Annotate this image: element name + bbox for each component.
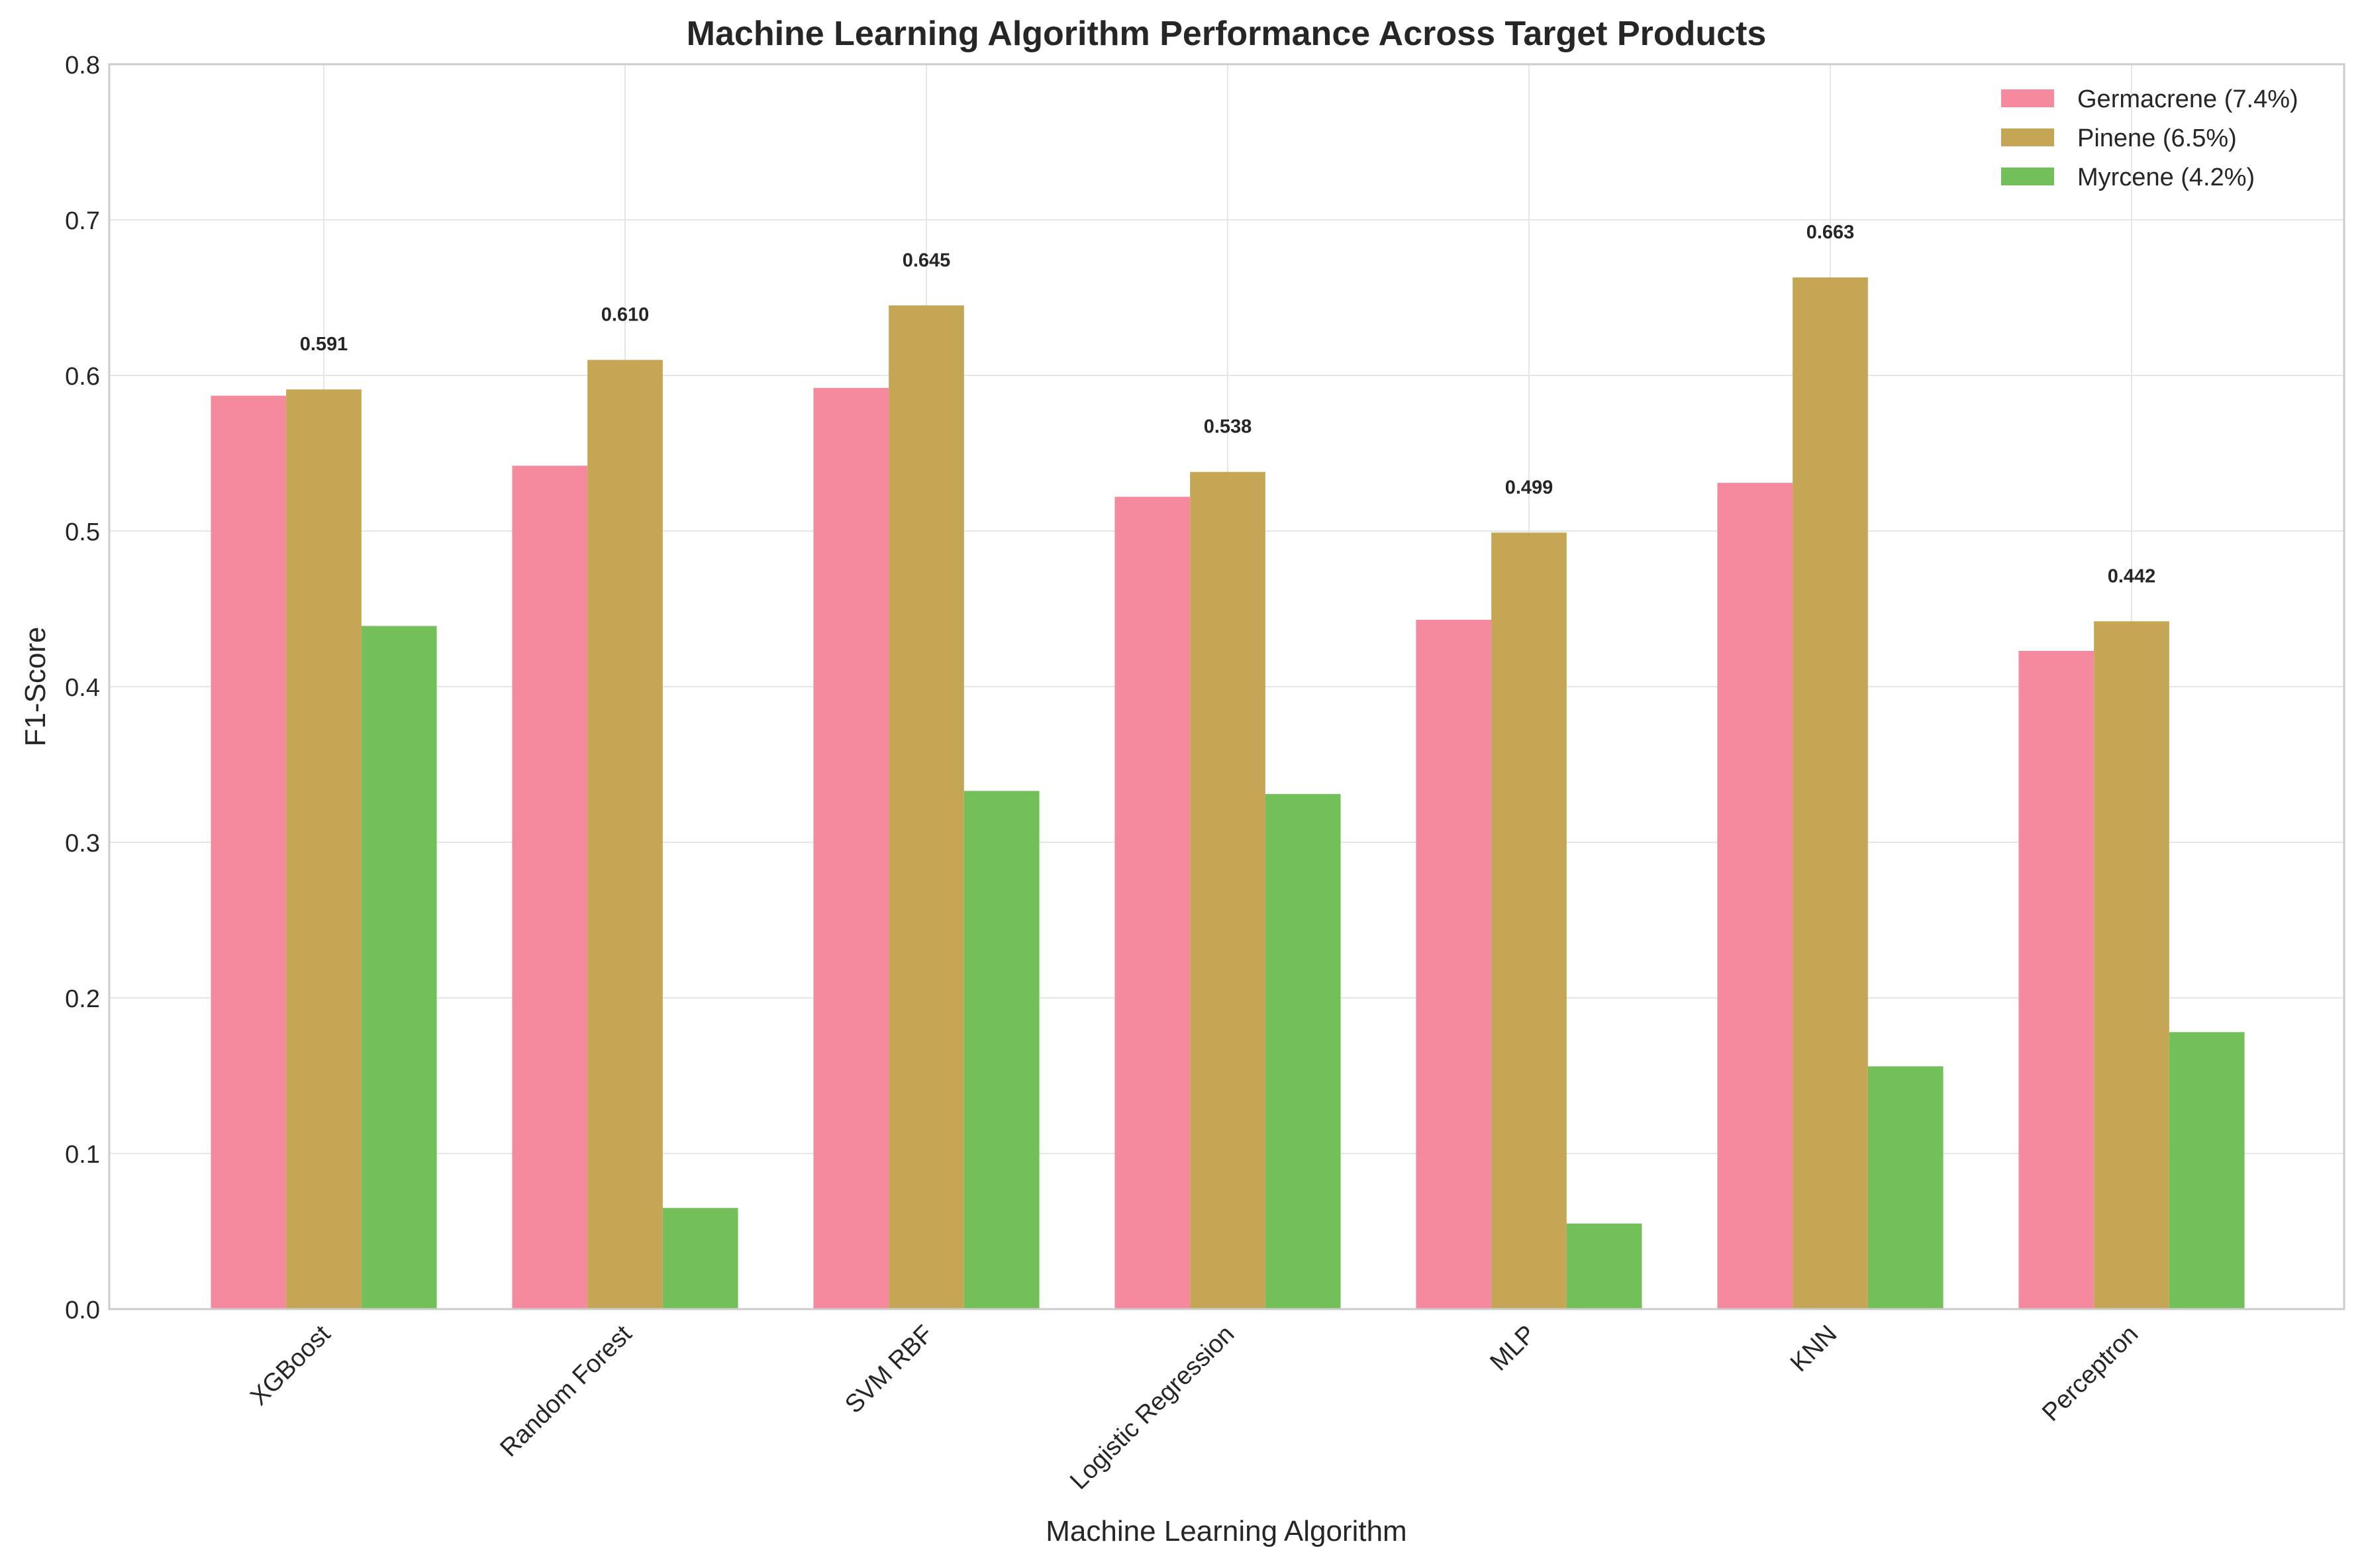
legend-label: Myrcene (4.2%)	[2077, 164, 2255, 191]
bar	[512, 466, 588, 1309]
data-label: 0.538	[1204, 416, 1252, 438]
bar	[211, 395, 287, 1309]
bar	[1416, 619, 1492, 1310]
y-tick-label: 0.5	[65, 518, 100, 546]
y-tick-label: 0.8	[65, 52, 100, 79]
bar	[587, 360, 663, 1309]
bar	[1114, 497, 1191, 1309]
bar	[2094, 621, 2169, 1309]
bar	[1190, 471, 1265, 1310]
bar	[1867, 1066, 1944, 1309]
data-labels: 0.591 0.610 0.645 0.538 0.499 0.663 0.442	[300, 222, 2156, 587]
plot-area-frame	[108, 63, 2345, 1310]
y-tick-label: 0.7	[65, 207, 100, 235]
bar	[1491, 532, 1567, 1309]
data-label: 0.499	[1505, 477, 1553, 498]
data-label: 0.442	[2108, 565, 2156, 587]
bar	[813, 387, 889, 1309]
legend-swatch	[2001, 89, 2054, 107]
bar	[2169, 1032, 2245, 1309]
legend-swatch	[2001, 168, 2054, 185]
bar	[889, 305, 964, 1309]
x-axis-label: Machine Learning Algorithm	[1046, 1515, 1406, 1547]
chart-title: Machine Learning Algorithm Performance A…	[687, 15, 1767, 53]
bar	[361, 626, 437, 1309]
data-label: 0.645	[903, 250, 951, 271]
legend: Germacrene (7.4%) Pinene (6.5%) Myrcene (4…	[2001, 85, 2298, 191]
y-tick-label: 0.1	[65, 1141, 100, 1169]
data-label: 0.591	[300, 334, 348, 355]
y-axis-label: F1-Score	[19, 627, 52, 747]
y-tick-labels: 0.0 0.1 0.2 0.3 0.4 0.5 0.6 0.7 0.8	[65, 52, 100, 1324]
y-tick-label: 0.6	[65, 363, 100, 391]
bar	[1793, 277, 1868, 1310]
bar	[1566, 1223, 1642, 1309]
bar	[1717, 483, 1793, 1309]
legend-label: Germacrene (7.4%)	[2077, 85, 2298, 113]
y-tick-label: 0.2	[65, 985, 100, 1013]
legend-swatch	[2001, 128, 2054, 146]
bar	[286, 389, 362, 1309]
bars	[211, 277, 2245, 1310]
legend-label: Pinene (6.5%)	[2077, 124, 2237, 152]
y-tick-label: 0.0	[65, 1297, 100, 1324]
y-tick-label: 0.4	[65, 674, 100, 702]
y-tick-label: 0.3	[65, 830, 100, 858]
bar	[963, 791, 1040, 1309]
bar	[1265, 794, 1341, 1309]
data-label: 0.663	[1806, 222, 1855, 243]
data-label: 0.610	[601, 305, 650, 326]
bar	[662, 1208, 738, 1309]
bar	[2018, 650, 2094, 1309]
